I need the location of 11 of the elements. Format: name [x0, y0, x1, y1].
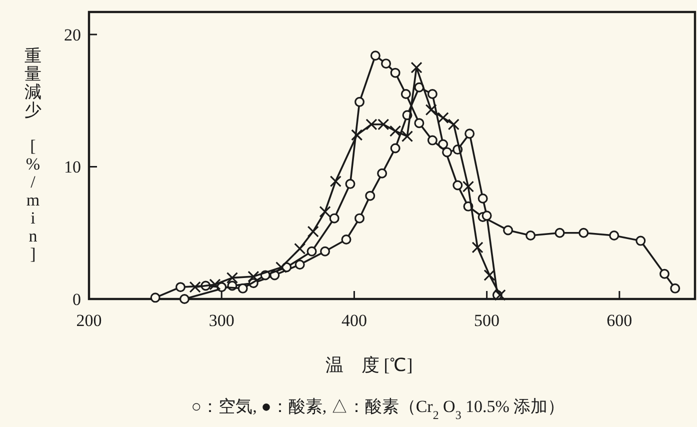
x-tick-label: 200 [76, 311, 102, 330]
x-tick-label: 300 [208, 311, 234, 330]
text: 重量減少 [%/min] [24, 46, 42, 264]
y-tick-label: 10 [64, 158, 81, 177]
y-tick-label: 0 [72, 290, 81, 309]
y-tick-label: 20 [64, 25, 81, 44]
x-axis-title: 温 度 [℃] [325, 355, 413, 375]
text: ○：空気, ●：酸素, △：酸素（Cr$_{2}$ O$_{3}$ 10.5% 添加） [191, 397, 565, 422]
x-tick-label: 500 [474, 311, 500, 330]
x-tick-label: 400 [341, 311, 367, 330]
x-tick-label: 600 [606, 311, 632, 330]
